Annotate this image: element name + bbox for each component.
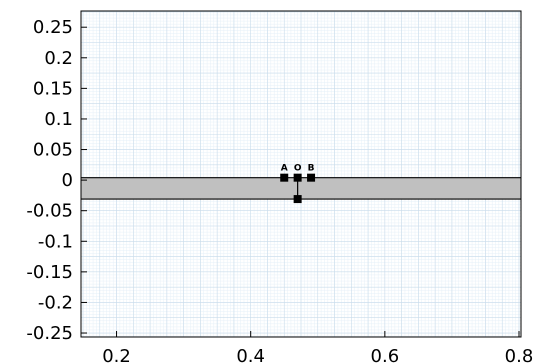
y-tick-label: -0.2 [38,292,73,313]
x-tick-label: 0.2 [102,346,131,364]
y-tick-label: -0.25 [26,323,73,344]
x-axis-ticks: 0.2 0.4 0.6 0.8 [102,331,533,364]
point-b [307,173,316,182]
x-tick-label: 0.8 [505,346,534,364]
y-axis-ticks: 0.25 0.2 0.15 0.1 0.05 0 -0.05 -0.1 -0.15 -0.2 -0.… [26,17,87,344]
point-label-b: B [308,164,315,174]
y-tick-label: 0.15 [33,78,73,99]
point-a [280,173,289,182]
y-tick-label: 0.1 [44,109,73,130]
point-o [293,173,302,182]
y-tick-label: 0.25 [33,17,73,38]
x-tick-label: 0.6 [371,346,400,364]
y-tick-label: 0 [62,170,73,191]
major-grid [81,11,521,337]
point-bottom [293,195,302,204]
slab-domain [81,177,521,200]
y-tick-label: -0.05 [26,201,73,222]
y-tick-label: -0.1 [38,231,73,252]
x-tick-label: 0.4 [236,346,265,364]
y-tick-label: 0.05 [33,140,73,161]
y-tick-label: -0.15 [26,262,73,283]
point-label-a: A [281,164,288,174]
y-tick-label: 0.2 [44,48,73,69]
point-layer [280,173,316,204]
point-label-o: O [294,164,302,174]
plot-frame [80,10,522,338]
